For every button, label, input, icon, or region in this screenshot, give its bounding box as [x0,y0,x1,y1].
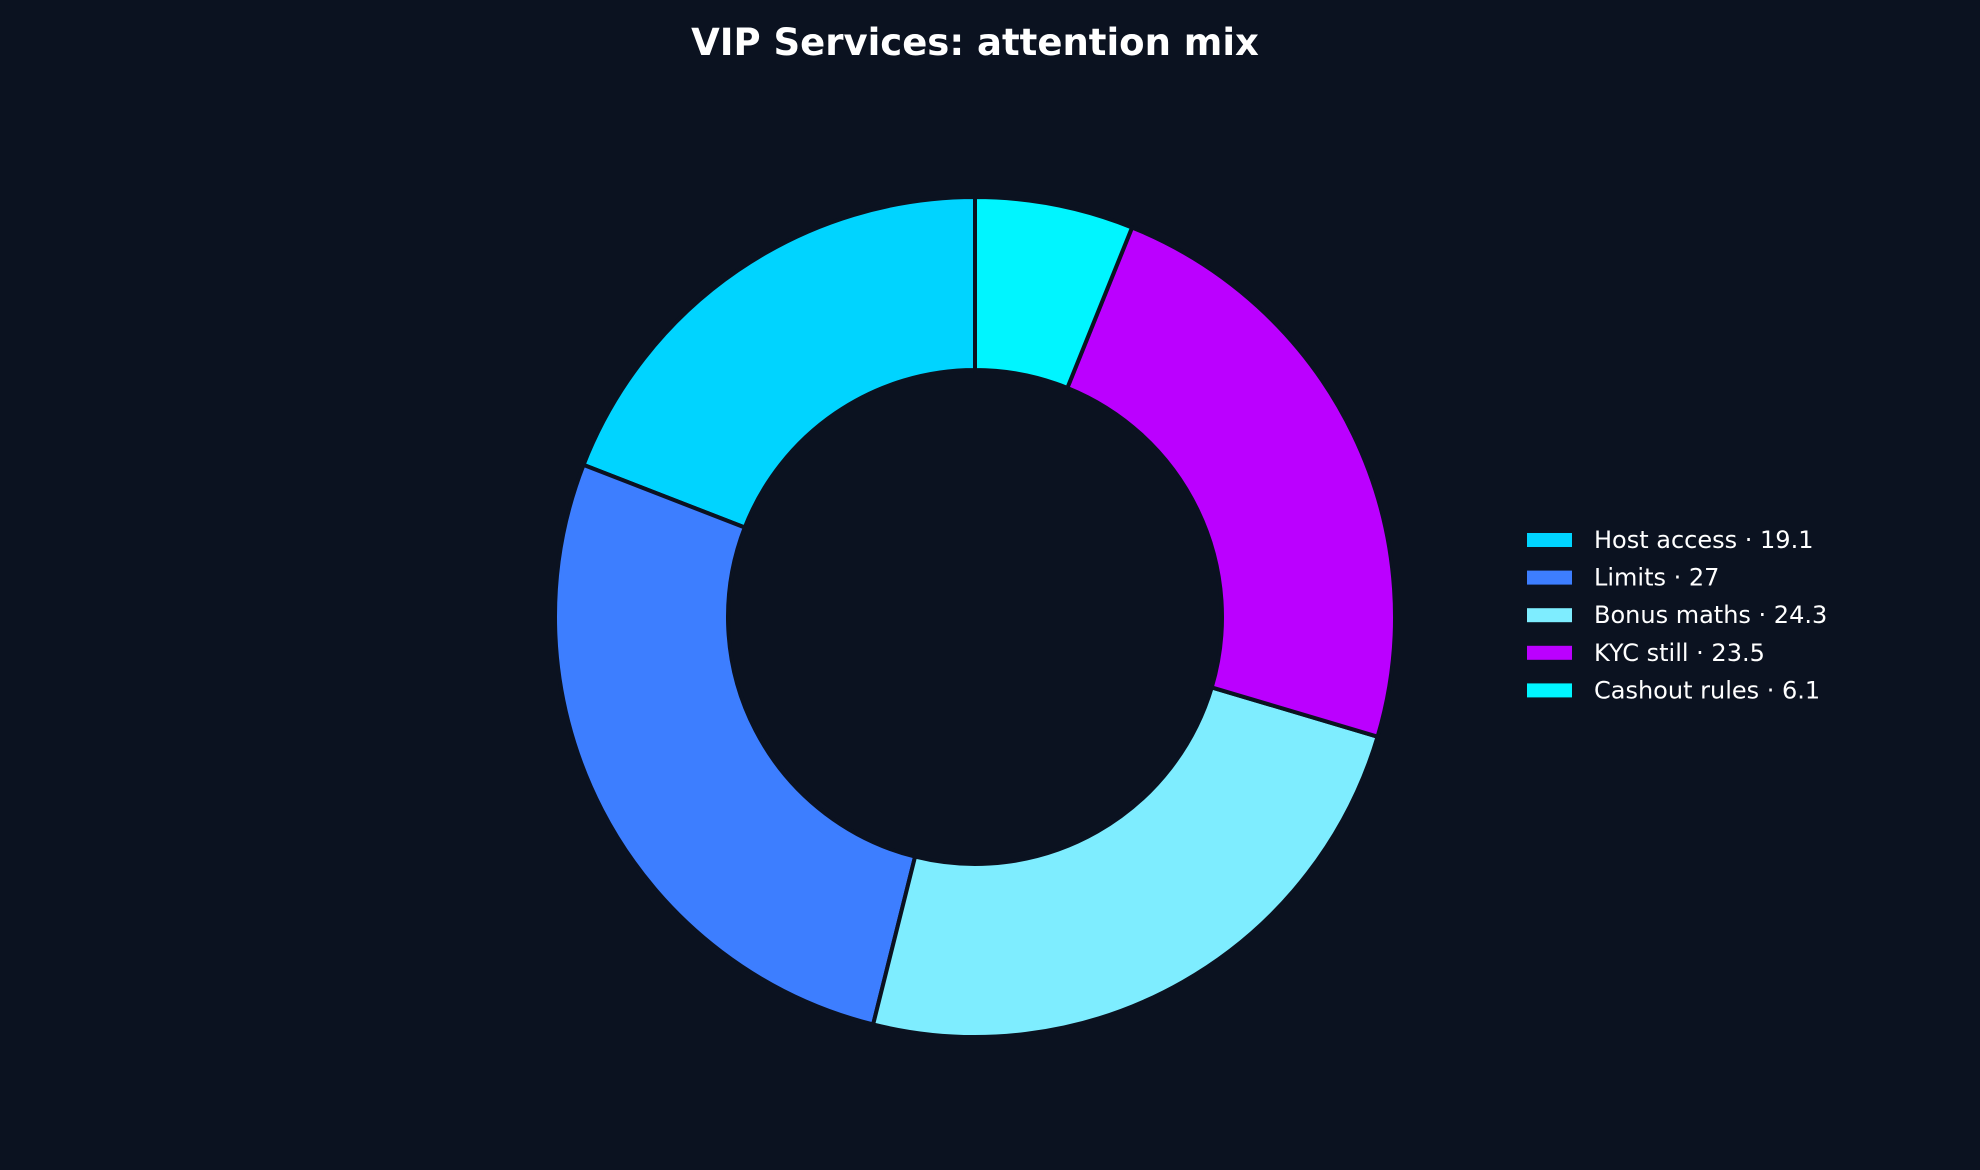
slice-limits [553,462,918,1027]
chart-title: VIP Services: attention mix [691,21,1259,64]
legend-swatch [1527,683,1572,698]
legend-label: Bonus maths · 24.3 [1594,601,1827,629]
legend-label: Limits · 27 [1594,564,1719,592]
legend-item: Cashout rules · 6.1 [1527,676,1820,704]
legend-swatch [1527,608,1572,623]
legend-swatch [1527,645,1572,660]
slice-bonus-maths [871,685,1380,1039]
donut-slices [553,195,1397,1039]
legend-swatch [1527,533,1572,547]
slice-kyc-still [1065,225,1397,739]
legend-item: KYC still · 23.5 [1527,639,1765,667]
legend-label: Cashout rules · 6.1 [1594,676,1820,704]
legend-item: Bonus maths · 24.3 [1527,601,1827,629]
legend-item: Limits · 27 [1527,564,1719,592]
slice-cashout-rules [973,195,1135,390]
slice-host-access [581,195,977,530]
chart-legend: Host access · 19.1 Limits · 27 Bonus maths… [1527,526,1827,704]
legend-label: Host access · 19.1 [1594,526,1813,554]
legend-swatch [1527,570,1572,585]
legend-label: KYC still · 23.5 [1594,639,1765,667]
legend-item: Host access · 19.1 [1527,526,1813,554]
